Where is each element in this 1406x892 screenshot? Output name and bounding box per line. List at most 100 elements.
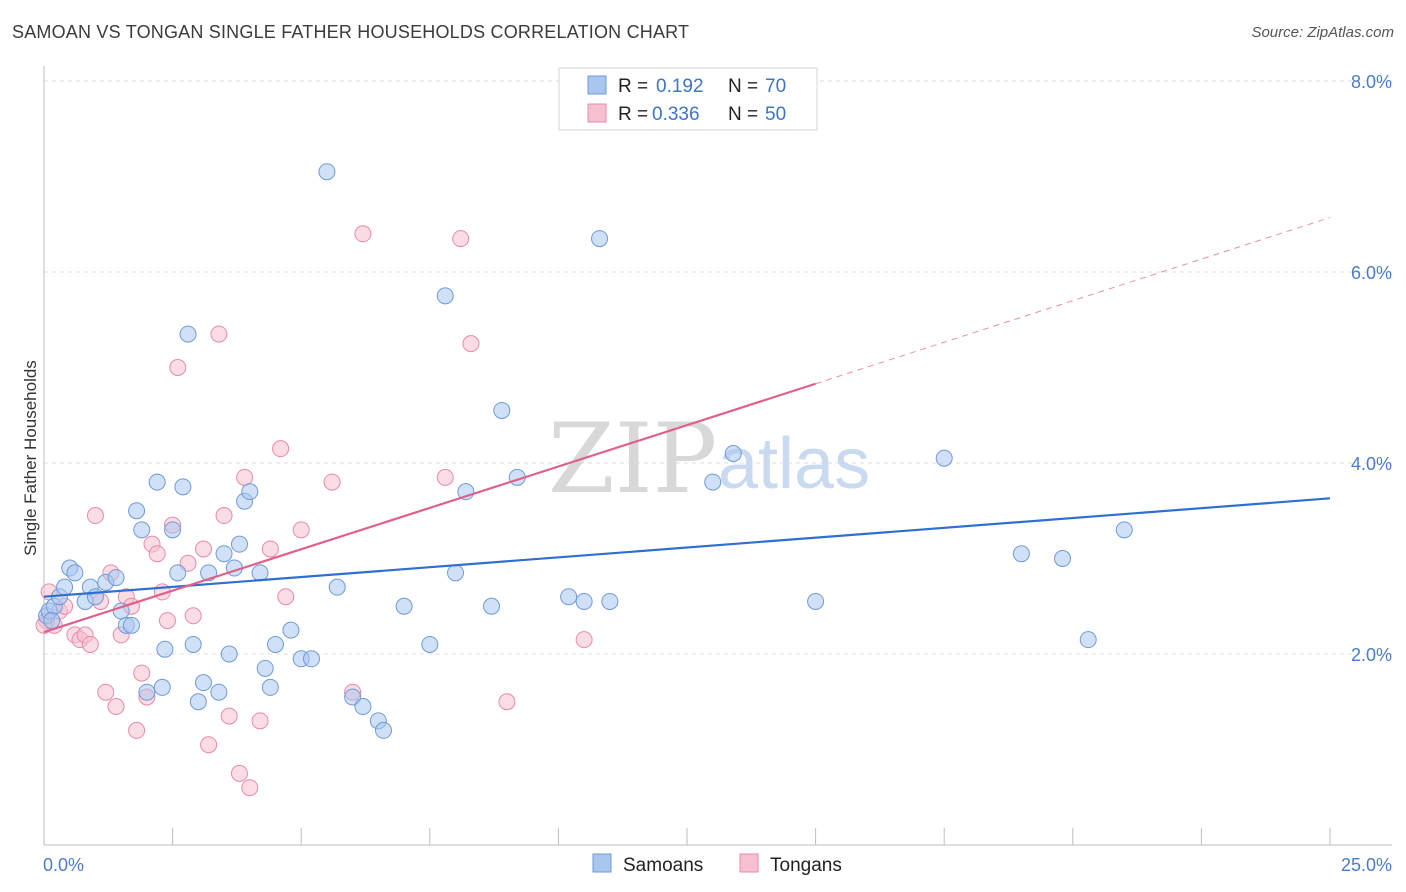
tongan-point-28	[194, 540, 212, 558]
samoan-point-52	[447, 564, 465, 582]
samoan-point-11	[107, 569, 125, 587]
tongan-point-31	[215, 507, 233, 525]
samoan-point-35	[241, 483, 259, 501]
samoan-point-48	[375, 721, 393, 739]
legend-swatch-tongans	[587, 103, 607, 123]
samoan-point-22	[169, 564, 187, 582]
samoan-point-57	[560, 588, 578, 606]
tongan-points	[35, 225, 593, 797]
samoan-point-62	[724, 444, 742, 462]
legend-r-value-samoans: 0.192	[656, 76, 704, 97]
tongan-point-47	[498, 693, 516, 711]
samoan-point-59	[591, 230, 609, 248]
samoan-point-23	[174, 478, 192, 496]
samoan-point-9	[86, 588, 104, 606]
gridlines	[44, 80, 1392, 655]
samoan-point-17	[138, 683, 156, 701]
samoan-point-44	[328, 578, 346, 596]
chart-title: SAMOAN VS TONGAN SINGLE FATHER HOUSEHOLD…	[12, 22, 690, 42]
legend-n-label-samoans: N =	[728, 76, 758, 97]
bottom-legend-swatch-samoans	[592, 853, 612, 873]
samoan-point-58	[575, 592, 593, 610]
samoan-point-39	[266, 635, 284, 653]
tongan-point-9	[86, 507, 104, 525]
samoan-point-36	[251, 564, 269, 582]
samoan-point-15	[128, 502, 146, 520]
samoan-point-64	[935, 449, 953, 467]
samoan-point-65	[1012, 545, 1030, 563]
samoan-point-26	[189, 693, 207, 711]
legend-n-label-tongans: N =	[728, 104, 758, 125]
tongan-point-27	[184, 607, 202, 625]
tongan-point-37	[261, 540, 279, 558]
x-tick-label-0: 0.0%	[43, 855, 84, 875]
samoan-point-51	[436, 287, 454, 305]
tongan-trend-extension	[815, 217, 1331, 385]
tongan-point-48	[575, 631, 593, 649]
samoan-point-54	[483, 597, 501, 615]
tongan-point-38	[272, 440, 290, 458]
samoan-point-67	[1079, 631, 1097, 649]
tongan-point-21	[148, 545, 166, 563]
samoan-point-37	[256, 659, 274, 677]
samoan-point-50	[421, 635, 439, 653]
samoan-point-49	[395, 597, 413, 615]
samoan-point-6	[66, 564, 84, 582]
legend-r-label-samoans: R =	[618, 76, 648, 97]
samoan-point-30	[215, 545, 233, 563]
samoan-point-16	[133, 521, 151, 539]
tongan-point-25	[169, 359, 187, 376]
trend-lines	[43, 217, 1331, 634]
tongan-point-39	[277, 588, 295, 606]
y-tick-label-2: 6.0%	[1351, 263, 1392, 283]
bottom-legend-tongans: Tongans	[770, 855, 842, 876]
samoan-point-31	[220, 645, 238, 663]
tongan-point-11	[97, 683, 115, 701]
samoan-point-4	[56, 578, 74, 596]
watermark-zip: ZIP	[548, 403, 717, 515]
tongan-point-35	[241, 779, 259, 797]
samoan-point-19	[153, 678, 171, 696]
samoan-point-18	[148, 473, 166, 491]
samoan-points	[38, 163, 1133, 739]
legend-n-value-samoans: 70	[765, 76, 786, 97]
samoan-point-60	[601, 592, 619, 610]
tongan-point-43	[354, 225, 372, 243]
tongan-point-17	[128, 721, 146, 739]
y-tick-label-0: 2.0%	[1351, 645, 1392, 665]
x-tick-label-1: 25.0%	[1341, 855, 1392, 875]
legend: R = 0.192 N = 70 R = 0.336 N = 50	[558, 67, 818, 131]
y-tick-label-3: 8.0%	[1351, 72, 1392, 92]
tongan-point-45	[452, 230, 470, 248]
tongan-point-8	[81, 635, 99, 653]
x-tick-labels: 0.0% 25.0%	[43, 855, 1392, 875]
tongan-point-36	[251, 712, 269, 730]
tongan-point-44	[436, 468, 454, 486]
tongan-point-34	[236, 468, 254, 486]
samoan-point-27	[194, 674, 212, 692]
samoan-point-40	[282, 621, 300, 639]
samoan-point-55	[493, 401, 511, 419]
y-tick-label-1: 4.0%	[1351, 454, 1392, 474]
tongan-trend-line	[43, 382, 816, 634]
legend-n-value-tongans: 50	[765, 104, 786, 125]
legend-swatch-samoans	[587, 75, 607, 95]
axes	[43, 66, 1392, 846]
watermark: ZIP atlas	[548, 403, 870, 515]
tongan-point-13	[107, 698, 125, 716]
tongan-point-23	[158, 612, 176, 630]
tongan-point-30	[210, 325, 228, 343]
samoan-point-61	[704, 473, 722, 491]
samoan-trend-line	[43, 497, 1331, 598]
bottom-legend: Samoans Tongans	[592, 853, 842, 876]
tongan-point-32	[220, 707, 238, 725]
samoan-point-25	[184, 635, 202, 653]
samoan-point-42	[302, 650, 320, 668]
samoan-point-14	[122, 616, 140, 634]
bottom-legend-samoans: Samoans	[623, 855, 703, 876]
legend-r-label-tongans: R =	[618, 104, 648, 125]
tongan-point-40	[292, 521, 310, 539]
y-axis-label: Single Father Households	[21, 360, 40, 556]
samoan-point-46	[354, 698, 372, 716]
